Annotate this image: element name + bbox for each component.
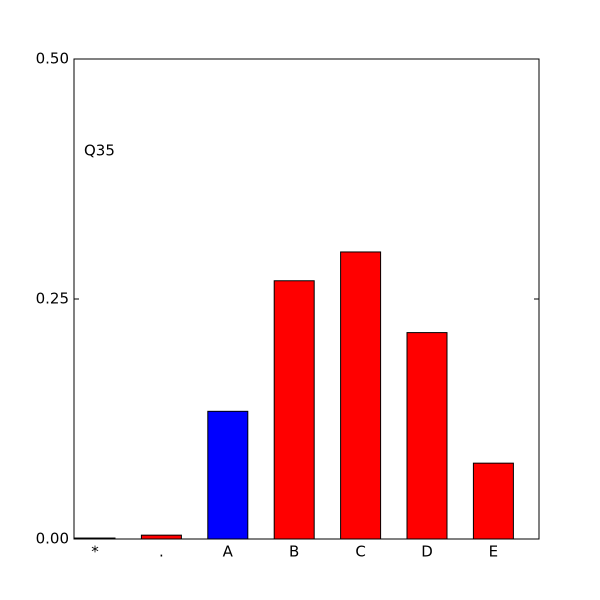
x-tick-label: C <box>355 543 365 561</box>
x-tick-label: E <box>489 543 498 561</box>
annotation: Q35 <box>84 142 115 160</box>
bar <box>273 280 315 540</box>
x-tick-label: . <box>159 543 164 561</box>
x-tick-label: * <box>91 543 99 561</box>
bar <box>406 332 448 540</box>
y-tick-label: 0.50 <box>36 50 69 68</box>
y-tick-label: 0.25 <box>36 290 69 308</box>
bar <box>207 410 249 540</box>
x-tick-label: A <box>223 543 234 561</box>
y-tick-label: 0.00 <box>36 530 69 548</box>
plot-frame <box>73 58 540 540</box>
bar <box>340 251 382 540</box>
bar <box>472 462 514 540</box>
x-tick-label: B <box>289 543 299 561</box>
bar <box>140 534 182 540</box>
x-tick-label: D <box>421 543 433 561</box>
